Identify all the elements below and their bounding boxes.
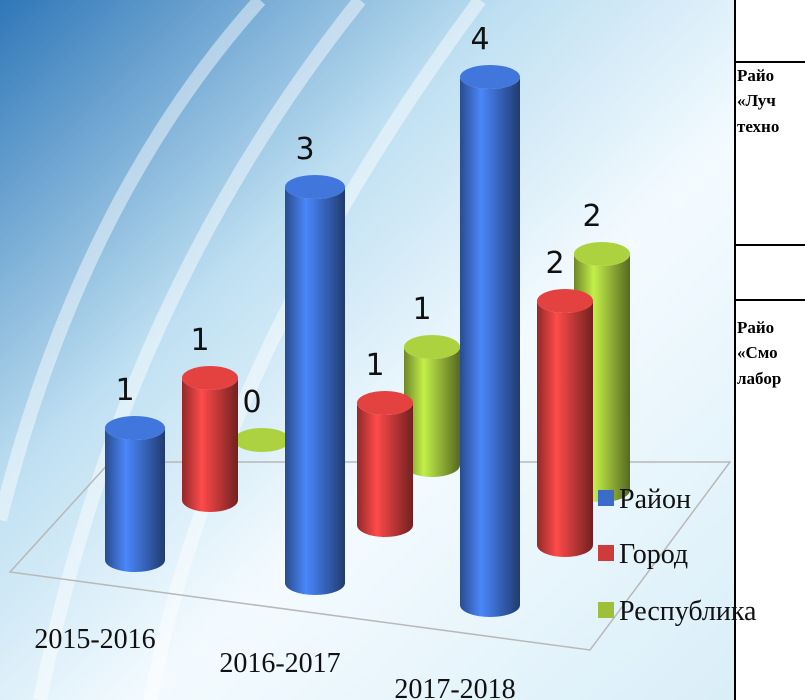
cylinder — [182, 378, 238, 512]
cylinder — [285, 187, 345, 595]
cylinder-top — [537, 289, 593, 313]
cylinder-top — [105, 416, 165, 440]
table-cell: Райо — [737, 318, 774, 337]
chart: Райо «Луч техно Райо «Смо лабор 01211213… — [0, 0, 805, 700]
data-label: 1 — [115, 373, 134, 408]
cylinder — [357, 403, 413, 537]
x-tick-label: 2017-2018 — [394, 674, 515, 700]
data-label: 1 — [190, 323, 209, 358]
data-label: 2 — [545, 246, 564, 281]
data-label: 1 — [412, 292, 431, 327]
legend-label: Район — [619, 484, 691, 515]
table-cell: Райо — [737, 66, 774, 85]
legend-swatch — [598, 545, 614, 561]
cylinder — [537, 301, 593, 557]
cylinder-top — [182, 366, 238, 390]
cylinder-top — [285, 175, 345, 199]
cylinder-top — [460, 65, 520, 89]
cylinder-top — [574, 242, 630, 266]
cylinder-top — [357, 391, 413, 415]
data-label: 4 — [470, 22, 489, 57]
table-cell: «Луч — [737, 91, 776, 110]
data-label: 0 — [242, 385, 261, 420]
legend-swatch — [598, 490, 614, 506]
page: Райо «Луч техно Райо «Смо лабор 01211213… — [0, 0, 805, 700]
data-label: 3 — [295, 132, 314, 167]
x-tick-label: 2016-2017 — [219, 648, 340, 679]
table-cell: «Смо — [737, 343, 778, 362]
x-tick-label: 2015-2016 — [34, 624, 155, 655]
table-cell: техно — [737, 117, 779, 136]
cylinder-top — [404, 335, 460, 359]
data-label: 1 — [365, 348, 384, 383]
cylinder-top — [234, 428, 290, 452]
data-label: 2 — [582, 199, 601, 234]
legend-label: Город — [619, 539, 688, 570]
cylinder — [105, 428, 165, 572]
cylinder — [460, 77, 520, 617]
legend-swatch — [598, 602, 614, 618]
table-cell: лабор — [737, 369, 781, 388]
legend-label: Республика — [619, 596, 757, 627]
